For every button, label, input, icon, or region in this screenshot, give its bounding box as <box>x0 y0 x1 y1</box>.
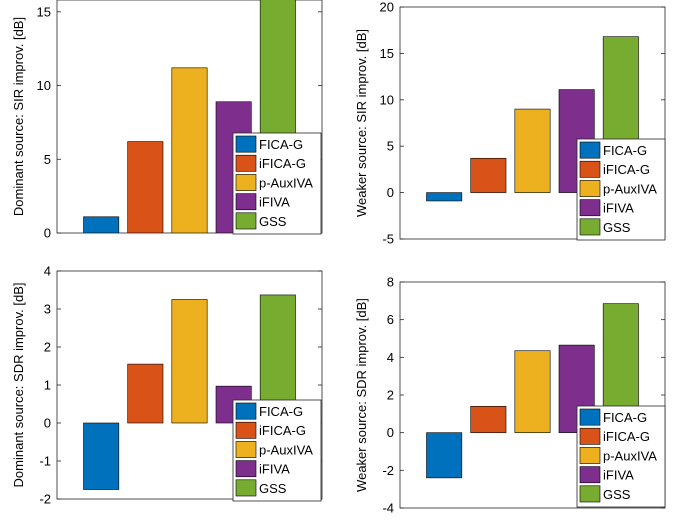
y-tick-label: -5 <box>382 232 394 247</box>
bar-ifica-g <box>127 363 164 424</box>
y-tick-label: 4 <box>44 264 51 279</box>
y-tick-label: -2 <box>39 492 51 507</box>
bar-ifica-g <box>470 405 507 433</box>
legend: FICA-G iFICA-G p-AuxIVA iFIVA GSS <box>576 138 666 241</box>
y-tick-label: 2 <box>387 388 394 403</box>
y-tick-label: 5 <box>387 139 394 154</box>
bar-fica-g <box>83 216 120 233</box>
legend-entry: GSS <box>259 481 287 496</box>
bar-p-auxiva <box>171 299 208 424</box>
legend-swatch <box>235 402 257 420</box>
y-tick-label: 15 <box>380 46 394 61</box>
y-tick-label: 4 <box>387 350 394 365</box>
legend-entry: FICA-G <box>603 410 647 425</box>
legend-swatch <box>579 427 601 445</box>
y-tick-label: 15 <box>37 4 51 19</box>
subplot-1: 0 5 10 15 Dominant source: SIR improv. [dB] F… <box>11 0 323 241</box>
bar-p-auxiva <box>171 67 208 233</box>
legend-entry: p-AuxIVA <box>603 181 657 196</box>
bar-ifica-g <box>127 141 164 233</box>
bar-ifica-g <box>470 157 507 193</box>
legend-swatch <box>235 212 257 230</box>
legend-entry: GSS <box>603 220 631 235</box>
legend-entry: iFIVA <box>259 195 290 210</box>
legend-swatch <box>235 460 257 478</box>
legend-entry: iFICA-G <box>603 429 650 444</box>
y-tick-label: 0 <box>44 416 51 431</box>
legend-entry: iFIVA <box>603 201 634 216</box>
legend-swatch <box>235 174 257 191</box>
legend-swatch <box>579 218 601 236</box>
legend-entry: FICA-G <box>259 404 303 419</box>
y-axis-label: Dominant source: SDR improv. [dB] <box>11 283 26 488</box>
legend-swatch <box>235 479 257 497</box>
subplot-4: -4 -2 0 2 4 6 8 Weaker source: SDR improv. [dB]… <box>354 275 666 516</box>
legend-swatch <box>579 160 601 178</box>
legend: FICA-G iFICA-G p-AuxIVA iFIVA GSS <box>232 399 322 502</box>
bar-fica-g <box>426 192 463 202</box>
y-tick-label: -2 <box>382 463 394 478</box>
legend-swatch <box>235 421 257 439</box>
y-tick-label: 8 <box>387 275 394 290</box>
y-axis-label: Weaker source: SDR improv. [dB] <box>354 298 369 492</box>
legend-entry: FICA-G <box>603 143 647 158</box>
y-axis-label: Weaker source: SIR improv. [dB] <box>354 29 369 217</box>
legend-entry: p-AuxIVA <box>259 175 313 190</box>
y-tick-label: 6 <box>387 312 394 327</box>
legend-swatch <box>579 199 601 217</box>
legend-entry: GSS <box>603 487 631 502</box>
y-tick-label: 20 <box>380 0 394 15</box>
y-tick-label: -1 <box>39 454 51 469</box>
y-tick-label: 1 <box>44 378 51 393</box>
legend: FICA-G iFICA-G p-AuxIVA iFIVA GSS <box>576 405 666 508</box>
legend-swatch <box>235 135 257 153</box>
legend-swatch <box>579 466 601 484</box>
y-tick-label: -4 <box>382 501 394 516</box>
bar-p-auxiva <box>514 108 551 193</box>
legend-swatch <box>579 485 601 503</box>
legend-entry: iFICA-G <box>259 423 306 438</box>
legend-entry: iFICA-G <box>603 162 650 177</box>
legend-entry: p-AuxIVA <box>259 442 313 457</box>
legend-entry: p-AuxIVA <box>603 448 657 463</box>
subplot-3: -2 -1 0 1 2 3 4 Dominant source: SDR improv. [d… <box>11 264 323 507</box>
y-tick-label: 0 <box>387 425 394 440</box>
legend-swatch <box>579 180 601 197</box>
legend-swatch <box>235 154 257 172</box>
legend-swatch <box>579 141 601 159</box>
y-axis-label: Dominant source: SIR improv. [dB] <box>11 17 26 216</box>
legend: FICA-G iFICA-G p-AuxIVA iFIVA GSS <box>232 132 322 235</box>
bar-p-auxiva <box>514 350 551 433</box>
y-tick-label: 3 <box>44 302 51 317</box>
y-tick-label: 5 <box>44 152 51 167</box>
y-tick-label: 2 <box>44 340 51 355</box>
bar-fica-g <box>83 422 120 490</box>
legend-swatch <box>235 441 257 458</box>
legend-entry: FICA-G <box>259 137 303 152</box>
y-tick-label: 0 <box>387 185 394 200</box>
legend-entry: iFIVA <box>603 468 634 483</box>
y-tick-label: 10 <box>380 92 394 107</box>
legend-entry: iFICA-G <box>259 156 306 171</box>
bar-fica-g <box>426 432 463 479</box>
subplot-2: -5 0 5 10 15 20 Weaker source: SIR improv. [dB… <box>354 0 666 247</box>
y-tick-label: 10 <box>37 78 51 93</box>
legend-swatch <box>579 408 601 426</box>
legend-entry: GSS <box>259 214 287 229</box>
legend-swatch <box>579 447 601 464</box>
legend-swatch <box>235 193 257 211</box>
y-tick-label: 0 <box>44 226 51 241</box>
legend-entry: iFIVA <box>259 462 290 477</box>
